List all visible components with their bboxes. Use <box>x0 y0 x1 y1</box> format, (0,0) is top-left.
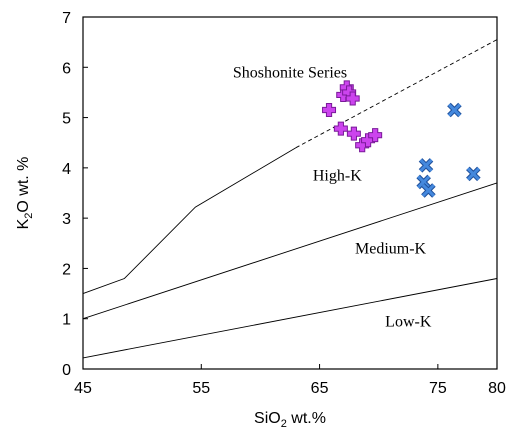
boundary-line <box>295 39 498 149</box>
series-boundary-lines <box>82 39 498 359</box>
x-tick-label: 65 <box>311 380 329 397</box>
y-axis-title-base: K <box>15 218 32 229</box>
y-tick-label: 0 <box>62 362 71 379</box>
y-tick-label: 2 <box>62 261 71 278</box>
field-label: Shoshonite Series <box>233 64 347 81</box>
boundary-line <box>82 278 498 359</box>
y-axis-title-subscript: 2 <box>23 213 35 219</box>
y-axis-title: K2O wt. % <box>15 157 35 230</box>
plus-marker <box>346 126 361 141</box>
x-marker <box>421 183 436 198</box>
x-marker <box>447 102 462 118</box>
y-axis-title-rest: O wt. % <box>15 157 32 213</box>
plus-marker <box>333 121 348 136</box>
y-tick-label: 7 <box>62 10 71 27</box>
x-marker <box>466 166 481 182</box>
field-label: Medium-K <box>355 240 427 257</box>
x-axis-title-subscript: 2 <box>281 418 287 430</box>
plot-area <box>82 16 498 370</box>
x-axis-title-base: SiO <box>254 410 281 427</box>
x-marker <box>416 174 431 190</box>
x-tick-label: 55 <box>192 380 210 397</box>
boundary-line <box>82 147 297 295</box>
x-marker <box>418 158 434 173</box>
x-tick-label: 75 <box>429 380 447 397</box>
x-tick-label: 80 <box>488 380 506 397</box>
y-tick-label: 6 <box>62 60 71 77</box>
y-tick-label: 1 <box>62 312 71 329</box>
y-tick-label: 3 <box>62 211 71 228</box>
plot-border <box>82 16 498 370</box>
boundary-line <box>82 182 498 320</box>
axis-titles: SiO2 wt.%K2O wt. % <box>15 157 326 430</box>
y-tick-label: 5 <box>62 111 71 128</box>
x-axis-title: SiO2 wt.% <box>254 410 326 430</box>
y-tick-label: 4 <box>62 161 71 178</box>
plus-marker <box>345 91 360 106</box>
x-axis-title-rest: wt.% <box>287 410 326 427</box>
field-label: High-K <box>313 167 362 184</box>
plus-marker <box>368 128 383 143</box>
plus-marker <box>322 103 337 118</box>
x-tick-label: 45 <box>74 380 92 397</box>
field-label: Low-K <box>385 313 432 330</box>
sample-points <box>322 80 481 198</box>
field-labels: Shoshonite Series High-K Medium-K Low-K <box>233 64 432 330</box>
